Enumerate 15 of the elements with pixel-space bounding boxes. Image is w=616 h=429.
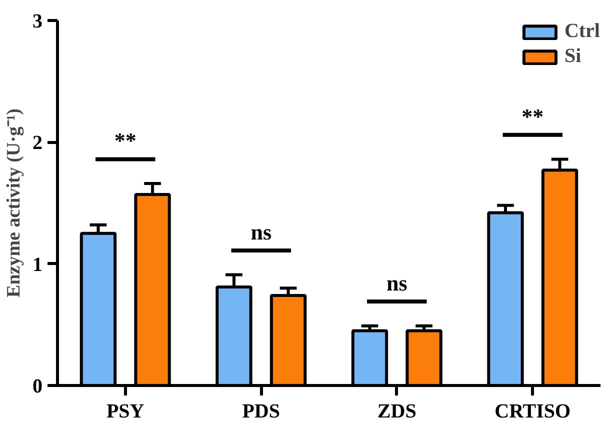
legend-label: Ctrl — [564, 20, 600, 43]
annotation: ns — [250, 219, 272, 244]
y-tick-label: 2 — [32, 132, 42, 154]
y-tick-label: 3 — [32, 10, 42, 32]
y-axis-title: Enzyme activity (U·g⁻¹) — [4, 108, 24, 298]
legend-label: Si — [564, 45, 582, 68]
x-tick-label: PSY — [106, 400, 145, 422]
x-tick-label: CRTISO — [494, 400, 571, 422]
annotation: ** — [114, 128, 136, 154]
annotation: ** — [522, 104, 544, 129]
x-tick-label: ZDS — [377, 400, 416, 422]
y-tick-label: 0 — [32, 376, 42, 398]
annotation: ns — [386, 270, 408, 296]
x-tick-label: PDS — [242, 400, 280, 422]
y-tick-label: 1 — [32, 254, 42, 276]
